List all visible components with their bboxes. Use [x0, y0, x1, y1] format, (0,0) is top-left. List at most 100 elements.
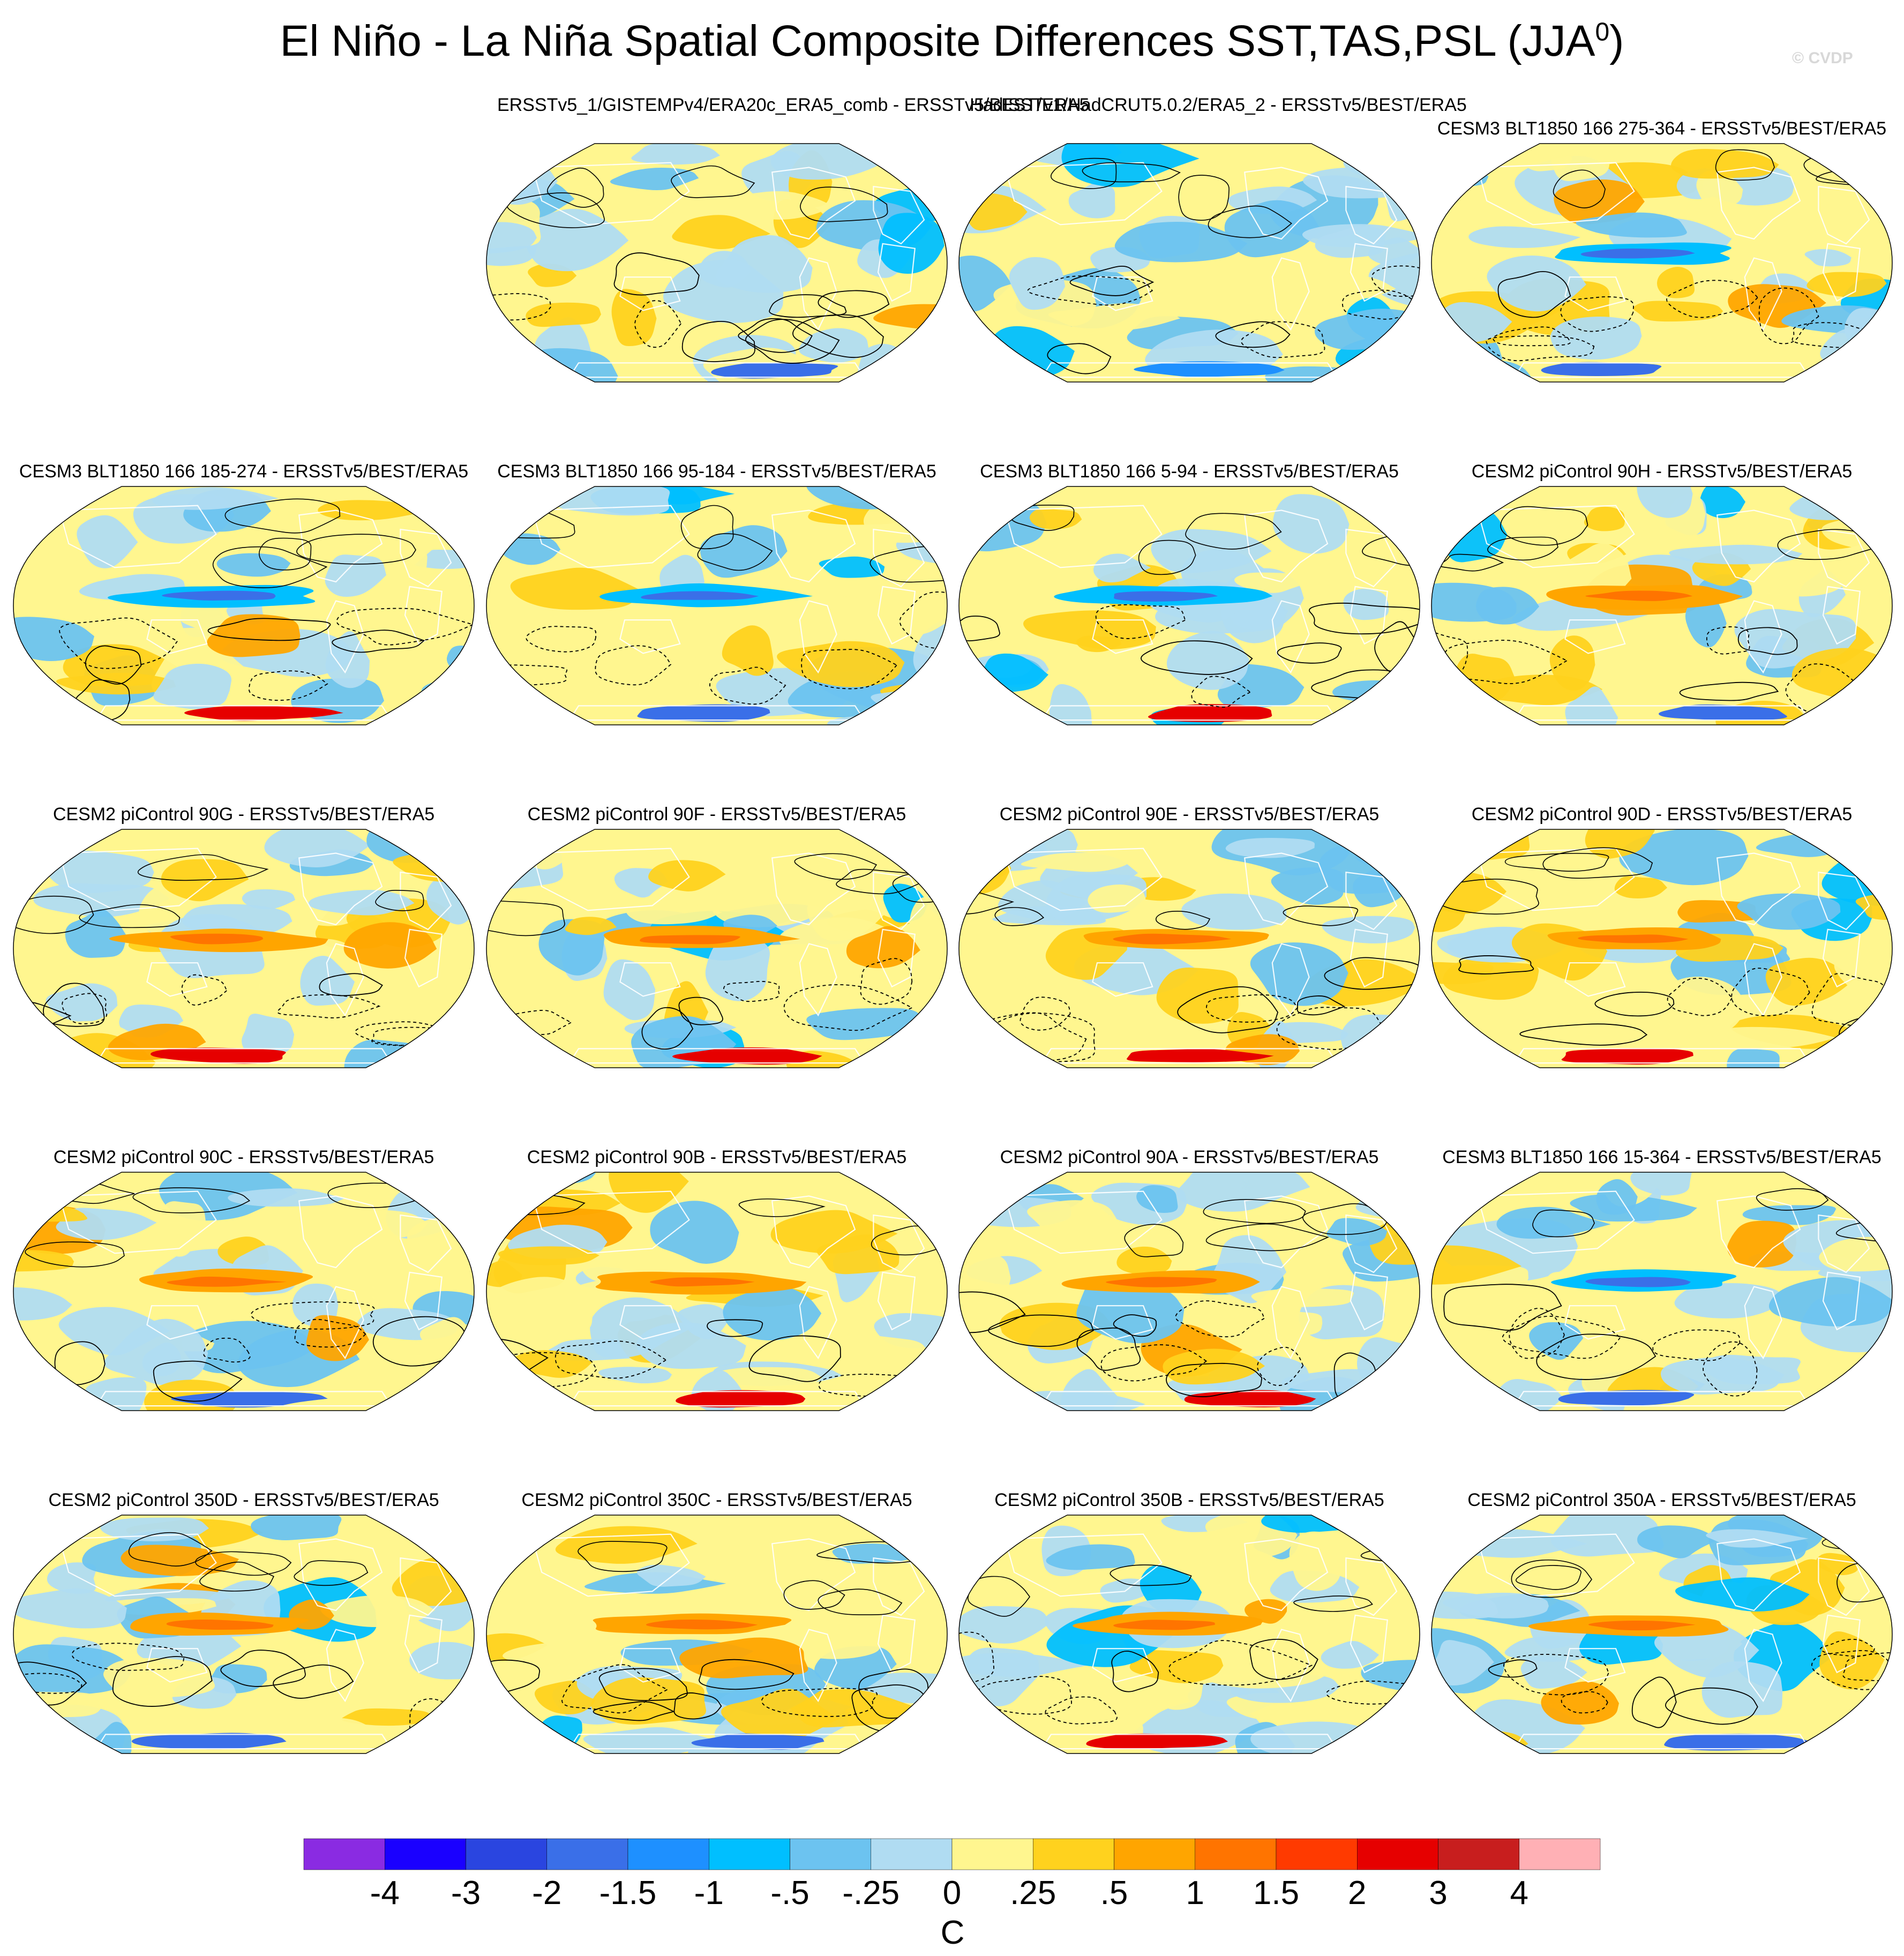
anomaly-patch	[320, 1595, 435, 1628]
anomaly-patch	[158, 1201, 207, 1257]
psl-contour	[1141, 640, 1253, 675]
coastline	[1818, 1557, 1870, 1616]
psl-contour	[836, 868, 926, 895]
map-panel	[1431, 829, 1893, 1068]
psl-contour	[1045, 1696, 1118, 1725]
colorbar-box	[1276, 1838, 1358, 1870]
anomaly-patch	[734, 1180, 790, 1221]
coastline	[1350, 928, 1389, 988]
psl-contour	[199, 1561, 274, 1592]
psl-contour	[71, 1643, 185, 1671]
coastline	[58, 848, 217, 911]
coastline	[298, 509, 383, 583]
map-frame	[486, 829, 948, 1068]
anomaly-patch	[1060, 1369, 1120, 1411]
equatorial-band-core	[1114, 591, 1218, 602]
map-frame	[1431, 829, 1893, 1068]
anomaly-patch	[722, 625, 774, 676]
anomaly-patch	[152, 487, 279, 510]
psl-contour	[959, 616, 1000, 641]
coastline	[1345, 1557, 1398, 1616]
coastline	[877, 586, 916, 645]
equatorial-band-core	[1113, 933, 1232, 945]
southern-ocean-anomaly	[1659, 704, 1787, 721]
anomaly-patch	[1431, 962, 1494, 985]
coastline	[1476, 162, 1635, 226]
colorbar-tick-label: .25	[1010, 1875, 1056, 1912]
coastline	[877, 1271, 916, 1331]
colorbar-tick-label: -1	[694, 1875, 724, 1912]
anomaly-patch	[846, 926, 920, 969]
psl-contour	[1715, 149, 1775, 181]
psl-contour	[994, 907, 1045, 926]
psl-contour	[1504, 853, 1609, 872]
coastline	[1744, 257, 1782, 331]
psl-contour	[554, 1340, 667, 1379]
anomaly-patch	[1707, 1026, 1837, 1049]
psl-contour	[375, 889, 424, 911]
coastline	[873, 528, 925, 588]
anomaly-patch	[47, 1562, 96, 1594]
map-panel	[13, 1515, 475, 1754]
coastline	[400, 1557, 452, 1616]
equatorial-band-core	[640, 935, 740, 945]
psl-contour	[128, 1532, 213, 1567]
psl-contour	[1497, 271, 1571, 318]
psl-contour	[1561, 1691, 1608, 1714]
anomaly-patch	[679, 1637, 808, 1678]
coastline	[1350, 243, 1389, 302]
coastline	[146, 619, 208, 654]
anomaly-patch	[723, 1286, 822, 1340]
anomaly-patch	[959, 555, 1032, 604]
psl-contour	[598, 1668, 688, 1702]
panel-title: CESM3 BLT1850 166 275-364 - ERSSTv5/BEST…	[1437, 118, 1887, 139]
anomaly-patch	[524, 208, 629, 272]
colorbar-box	[1114, 1838, 1195, 1870]
colorbar-box	[709, 1838, 790, 1870]
colorbar-box	[1195, 1838, 1277, 1870]
coastline	[146, 1305, 208, 1340]
psl-contour	[1082, 162, 1181, 183]
anomaly-patch	[1806, 272, 1887, 297]
coastline	[326, 1629, 364, 1703]
coastline	[1818, 528, 1870, 588]
psl-contour	[13, 1661, 87, 1706]
anomaly-patch	[228, 1188, 344, 1207]
coastline	[873, 1557, 925, 1616]
psl-contour	[1703, 1341, 1758, 1397]
anomaly-patch	[526, 302, 601, 327]
psl-contour	[1502, 1315, 1621, 1359]
anomaly-patch	[1181, 893, 1287, 930]
coastline	[771, 1195, 856, 1269]
psl-contour	[1069, 265, 1155, 296]
anomaly-patch	[1163, 1348, 1265, 1385]
anomaly-patch	[1431, 1640, 1494, 1686]
map-frame	[13, 829, 475, 1068]
map-frame	[958, 1172, 1420, 1411]
anomaly-patch	[486, 222, 537, 253]
psl-contour	[319, 973, 383, 996]
southern-ocean-anomaly	[151, 1047, 286, 1064]
coastline	[1004, 162, 1163, 226]
coastline	[1744, 1629, 1782, 1703]
anomaly-patch	[1541, 1681, 1619, 1725]
psl-contour	[1257, 1346, 1304, 1386]
equatorial-band-core	[646, 1619, 758, 1630]
coastline	[400, 1214, 452, 1273]
anomaly-patch	[1656, 266, 1695, 298]
psl-contour	[137, 854, 269, 881]
anomaly-patch	[1009, 257, 1066, 310]
psl-contour	[707, 1319, 763, 1337]
coastline	[799, 600, 837, 674]
coastline	[1476, 1190, 1635, 1254]
anomaly-patch	[1234, 572, 1314, 593]
anomaly-patch	[1737, 893, 1841, 930]
coastline	[1004, 505, 1163, 568]
map-panel	[958, 486, 1420, 725]
psl-contour	[526, 626, 597, 653]
coastline	[400, 871, 452, 931]
equatorial-band-core	[162, 590, 276, 601]
psl-contour	[1679, 681, 1779, 701]
psl-contour	[79, 904, 181, 928]
anomaly-patch	[1596, 1179, 1638, 1215]
